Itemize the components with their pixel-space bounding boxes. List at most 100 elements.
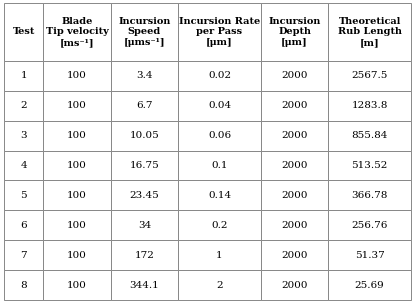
Bar	[111, 61, 178, 91]
Text: 2567.5: 2567.5	[352, 72, 388, 80]
Text: 25.69: 25.69	[355, 281, 384, 290]
Text: 8: 8	[20, 281, 27, 290]
Bar	[261, 91, 328, 121]
Text: 4: 4	[20, 161, 27, 170]
Bar	[178, 121, 261, 151]
Bar	[4, 91, 43, 121]
Text: 6: 6	[20, 221, 27, 230]
Bar	[43, 270, 111, 300]
Text: 2000: 2000	[281, 251, 308, 260]
Bar	[43, 91, 111, 121]
Text: 2: 2	[20, 101, 27, 110]
Text: 2000: 2000	[281, 161, 308, 170]
Bar	[328, 210, 411, 240]
Text: 100: 100	[67, 251, 87, 260]
Bar	[328, 240, 411, 270]
Text: 2000: 2000	[281, 101, 308, 110]
Bar	[328, 91, 411, 121]
Text: 51.37: 51.37	[355, 251, 384, 260]
Text: 34: 34	[138, 221, 151, 230]
Bar	[261, 121, 328, 151]
Text: 2000: 2000	[281, 72, 308, 80]
Text: Test: Test	[12, 28, 35, 36]
Bar	[261, 61, 328, 91]
Bar	[111, 240, 178, 270]
Text: 0.14: 0.14	[208, 191, 231, 200]
Text: 2000: 2000	[281, 281, 308, 290]
Bar	[43, 151, 111, 181]
Text: 1283.8: 1283.8	[352, 101, 388, 110]
Text: 172: 172	[134, 251, 154, 260]
Text: 100: 100	[67, 72, 87, 80]
Bar	[178, 91, 261, 121]
Text: 0.2: 0.2	[211, 221, 228, 230]
Bar	[261, 3, 328, 61]
Text: 0.04: 0.04	[208, 101, 231, 110]
Text: 100: 100	[67, 131, 87, 140]
Text: 0.02: 0.02	[208, 72, 231, 80]
Bar	[261, 270, 328, 300]
Text: 100: 100	[67, 281, 87, 290]
Bar	[4, 240, 43, 270]
Bar	[111, 270, 178, 300]
Text: 100: 100	[67, 161, 87, 170]
Bar	[328, 61, 411, 91]
Text: 256.76: 256.76	[352, 221, 388, 230]
Text: 2000: 2000	[281, 221, 308, 230]
Text: 3: 3	[20, 131, 27, 140]
Bar	[111, 3, 178, 61]
Bar	[4, 151, 43, 181]
Bar	[328, 3, 411, 61]
Bar	[261, 240, 328, 270]
Bar	[43, 181, 111, 210]
Bar	[43, 61, 111, 91]
Text: 1: 1	[216, 251, 223, 260]
Text: 100: 100	[67, 191, 87, 200]
Text: 344.1: 344.1	[129, 281, 159, 290]
Text: 10.05: 10.05	[129, 131, 159, 140]
Bar	[178, 210, 261, 240]
Bar	[43, 121, 111, 151]
Bar	[111, 151, 178, 181]
Bar	[43, 210, 111, 240]
Bar	[111, 121, 178, 151]
Text: 7: 7	[20, 251, 27, 260]
Text: 2000: 2000	[281, 131, 308, 140]
Text: 1: 1	[20, 72, 27, 80]
Text: Incursion Rate
per Pass
[μm]: Incursion Rate per Pass [μm]	[179, 17, 260, 47]
Text: 100: 100	[67, 221, 87, 230]
Bar	[261, 210, 328, 240]
Text: 100: 100	[67, 101, 87, 110]
Text: 855.84: 855.84	[352, 131, 388, 140]
Text: Blade
Tip velocity
[ms⁻¹]: Blade Tip velocity [ms⁻¹]	[46, 17, 108, 47]
Text: Incursion
Speed
[μms⁻¹]: Incursion Speed [μms⁻¹]	[118, 17, 171, 47]
Bar	[111, 181, 178, 210]
Bar	[111, 210, 178, 240]
Bar	[178, 181, 261, 210]
Bar	[178, 270, 261, 300]
Bar	[4, 121, 43, 151]
Text: 16.75: 16.75	[129, 161, 159, 170]
Text: 2000: 2000	[281, 191, 308, 200]
Bar	[261, 151, 328, 181]
Bar	[4, 61, 43, 91]
Bar	[178, 151, 261, 181]
Bar	[328, 151, 411, 181]
Text: 2: 2	[216, 281, 223, 290]
Text: 0.06: 0.06	[208, 131, 231, 140]
Bar	[4, 270, 43, 300]
Text: Incursion
Depth
[μm]: Incursion Depth [μm]	[269, 17, 321, 47]
Bar	[328, 270, 411, 300]
Text: 366.78: 366.78	[352, 191, 388, 200]
Text: 513.52: 513.52	[352, 161, 388, 170]
Bar	[4, 181, 43, 210]
Text: 6.7: 6.7	[136, 101, 153, 110]
Bar	[178, 3, 261, 61]
Text: 0.1: 0.1	[211, 161, 228, 170]
Text: Theoretical
Rub Length
[m]: Theoretical Rub Length [m]	[337, 17, 402, 47]
Bar	[178, 240, 261, 270]
Bar	[111, 91, 178, 121]
Text: 3.4: 3.4	[136, 72, 153, 80]
Bar	[178, 61, 261, 91]
Bar	[328, 121, 411, 151]
